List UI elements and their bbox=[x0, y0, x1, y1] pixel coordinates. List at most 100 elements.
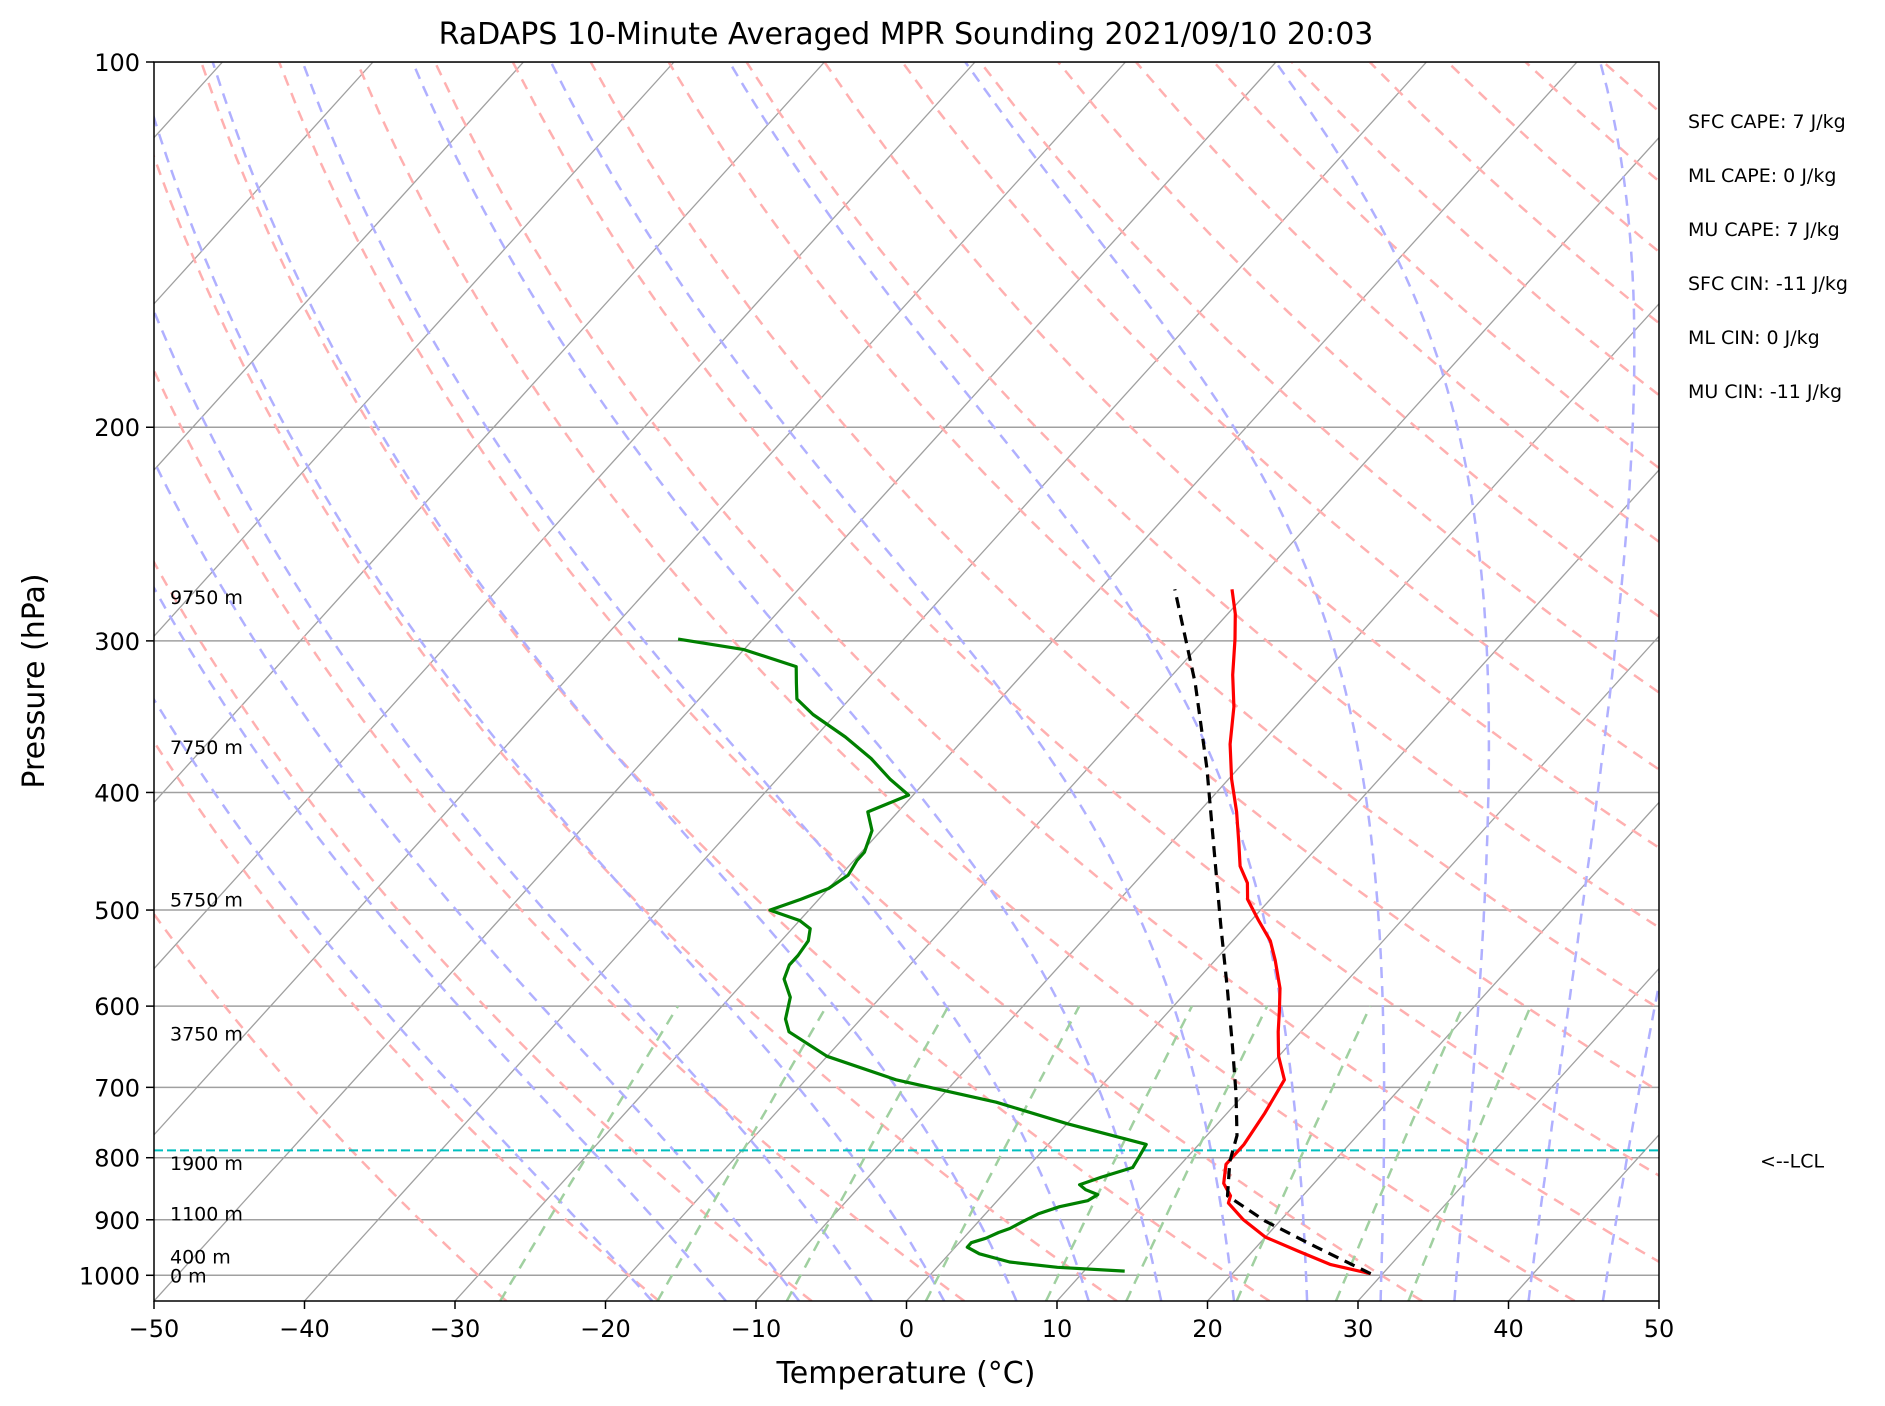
isotherm-line bbox=[154, 62, 1126, 1136]
x-tick-label: −20 bbox=[580, 1315, 631, 1343]
moist-adiabat bbox=[964, 62, 1386, 1301]
moist-adiabat bbox=[154, 308, 873, 1301]
moist-adiabat bbox=[549, 62, 1236, 1301]
x-tick-label: −30 bbox=[430, 1315, 481, 1343]
axis-ticks: −50 −40 −30 −20 −10 0 10 20 30 40 50 100 200 300 400 50… bbox=[79, 49, 1674, 1343]
dry-adiabat bbox=[154, 367, 966, 1301]
isotherm-line bbox=[755, 302, 1659, 1301]
temperature-profile bbox=[1222, 589, 1372, 1276]
mixing-ratio-line bbox=[499, 1005, 680, 1301]
dry-adiabat bbox=[901, 62, 1659, 771]
x-tick-label: 0 bbox=[899, 1315, 914, 1343]
mixing-ratio-line bbox=[785, 1005, 950, 1301]
chart-title: RaDAPS 10-Minute Averaged MPR Sounding 2… bbox=[439, 17, 1374, 52]
height-labels: <--LCL 9750 m 7750 m 5750 m 3750 m 1900 m 1100… bbox=[170, 587, 1824, 1287]
moist-adiabat bbox=[728, 62, 1309, 1301]
mixing-ratio-line bbox=[1044, 1005, 1194, 1301]
moist-adiabat bbox=[1527, 62, 1636, 1301]
dry-adiabat bbox=[1602, 62, 1659, 114]
x-tick-label: 30 bbox=[1343, 1315, 1374, 1343]
dry-adiabat bbox=[1135, 62, 1659, 544]
y-tick-label: 100 bbox=[94, 49, 140, 77]
series-group bbox=[677, 588, 1372, 1276]
dry-adiabat bbox=[745, 62, 1659, 929]
x-tick-label: 20 bbox=[1192, 1315, 1223, 1343]
moist-adiabat bbox=[154, 458, 801, 1301]
mixing-ratio-line bbox=[1125, 1005, 1269, 1301]
y-tick-label: 300 bbox=[94, 628, 140, 656]
plot-frame bbox=[153, 61, 1660, 1302]
background-lines bbox=[154, 62, 1659, 1301]
dry-adiabat bbox=[667, 62, 1659, 1011]
moist-adiabat bbox=[154, 113, 946, 1301]
dry-adiabat bbox=[1446, 62, 1659, 254]
mixing-ratio-line bbox=[1334, 1005, 1465, 1301]
dry-adiabat bbox=[154, 559, 813, 1301]
y-tick-label: 600 bbox=[94, 993, 140, 1021]
y-tick-label: 400 bbox=[94, 779, 140, 807]
moist-adiabat bbox=[1274, 62, 1491, 1301]
mixing-ratio-line bbox=[924, 1005, 1081, 1301]
stat-annotation: SFC CIN: -11 J/kg bbox=[1688, 273, 1848, 295]
x-tick-label: −10 bbox=[731, 1315, 782, 1343]
dewpoint-profile bbox=[677, 637, 1148, 1273]
height-label: 0 m bbox=[170, 1265, 207, 1287]
isotherm-line bbox=[454, 62, 1578, 1301]
dry-adiabat bbox=[1524, 62, 1659, 183]
height-label: 7750 m bbox=[170, 737, 243, 759]
stat-annotation: ML CAPE: 0 J/kg bbox=[1688, 165, 1836, 187]
isotherm-line bbox=[154, 62, 675, 638]
mixing-ratio-line bbox=[1235, 1005, 1372, 1301]
isotherm-line bbox=[154, 62, 374, 305]
moist-adiabat bbox=[1601, 977, 1659, 1301]
stats-panel: SFC CAPE: 7 J/kg ML CAPE: 0 J/kg MU CAPE: … bbox=[1688, 111, 1848, 403]
isotherm-line bbox=[154, 62, 825, 804]
moist-adiabat bbox=[154, 585, 727, 1301]
moist-adiabat bbox=[154, 697, 654, 1301]
stat-annotation: MU CAPE: 7 J/kg bbox=[1688, 219, 1840, 241]
moist-adiabat bbox=[301, 62, 1090, 1301]
dry-adiabat bbox=[589, 62, 1659, 1093]
x-tick-label: 10 bbox=[1042, 1315, 1073, 1343]
y-axis-label: Pressure (hPa) bbox=[17, 573, 52, 788]
dry-adiabat bbox=[511, 62, 1659, 1178]
dry-adiabat bbox=[200, 62, 1271, 1301]
y-tick-label: 800 bbox=[94, 1145, 140, 1173]
x-axis-label: Temperature (°C) bbox=[776, 1356, 1036, 1391]
height-label: 3750 m bbox=[170, 1024, 243, 1046]
isotherm-line bbox=[154, 62, 524, 471]
isotherm-line bbox=[605, 136, 1659, 1301]
isotherm-line bbox=[906, 469, 1659, 1301]
height-label: 9750 m bbox=[170, 587, 243, 609]
dry-adiabat bbox=[979, 62, 1659, 695]
y-tick-label: 900 bbox=[94, 1207, 140, 1235]
x-tick-label: 40 bbox=[1493, 1315, 1524, 1343]
x-tick-label: −50 bbox=[129, 1315, 180, 1343]
isotherm-line bbox=[154, 62, 1277, 1301]
isotherm-line bbox=[1207, 801, 1659, 1301]
stat-annotation: ML CIN: 0 J/kg bbox=[1688, 327, 1820, 349]
isotherm-line bbox=[1658, 1300, 1659, 1301]
moist-adiabat bbox=[211, 62, 1018, 1301]
y-tick-label: 1000 bbox=[79, 1262, 140, 1290]
x-tick-label: −40 bbox=[279, 1315, 330, 1343]
isotherm-line bbox=[154, 62, 976, 970]
height-label: 5750 m bbox=[170, 889, 243, 911]
mixing-ratio-line bbox=[1407, 1005, 1532, 1301]
dry-adiabat bbox=[433, 62, 1659, 1264]
height-label: 1900 m bbox=[170, 1153, 243, 1175]
isotherm-line bbox=[1056, 635, 1659, 1301]
isotherm-line bbox=[1508, 1133, 1659, 1301]
height-label: 1100 m bbox=[170, 1203, 243, 1225]
y-tick-label: 200 bbox=[94, 414, 140, 442]
dry-adiabat bbox=[154, 912, 508, 1301]
stat-annotation: MU CIN: -11 J/kg bbox=[1688, 381, 1842, 403]
isotherm-line bbox=[304, 62, 1427, 1301]
x-tick-label: 50 bbox=[1644, 1315, 1675, 1343]
parcel-profile bbox=[1173, 588, 1372, 1276]
y-tick-label: 500 bbox=[94, 897, 140, 925]
dry-adiabat bbox=[823, 62, 1659, 850]
moist-adiabat bbox=[411, 62, 1163, 1301]
dry-adiabat bbox=[1368, 62, 1659, 325]
